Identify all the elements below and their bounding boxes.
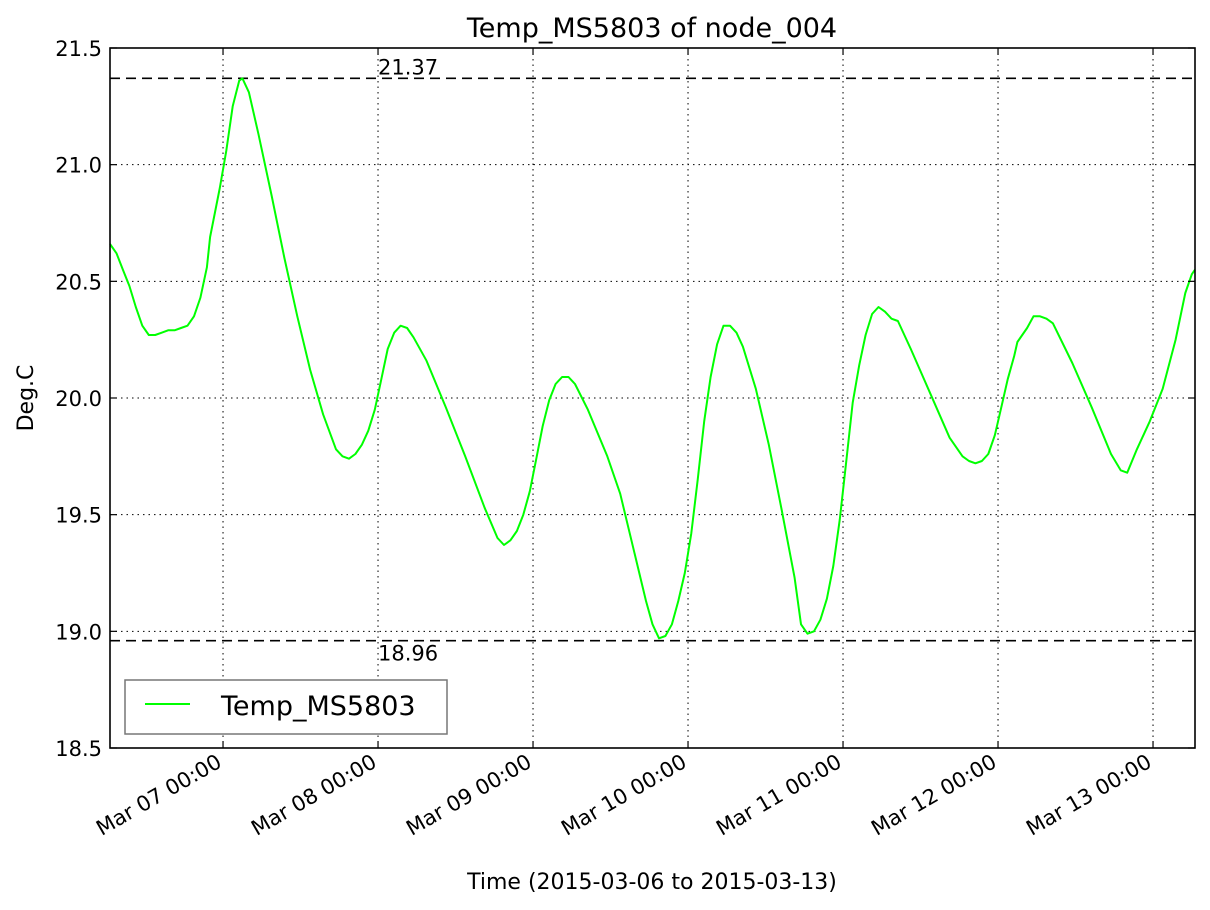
y-tick-label: 21.0 [55, 154, 102, 178]
x-axis-label: Time (2015-03-06 to 2015-03-13) [466, 870, 837, 895]
series-layer [109, 77, 1196, 640]
reference-line-label: 21.37 [378, 55, 438, 79]
chart-title: Temp_MS5803 of node_004 [466, 13, 837, 44]
y-tick-labels: 18.5 19.0 19.5 20.0 20.5 21.0 21.5 [55, 37, 102, 761]
reference-line-label: 18.96 [378, 642, 438, 666]
y-tick-label: 21.5 [55, 37, 102, 61]
ticks [110, 47, 1195, 749]
legend: Temp_MS5803 [124, 679, 448, 735]
y-tick-label: 19.0 [55, 620, 102, 644]
reference-lines: 21.37 18.96 [110, 55, 1195, 666]
y-tick-label: 20.5 [55, 270, 102, 294]
y-axis-label: Deg.C [14, 365, 39, 432]
legend-box [124, 679, 448, 735]
y-tick-label: 18.5 [55, 737, 102, 761]
series-line [109, 77, 1196, 640]
y-tick-label: 20.0 [55, 387, 102, 411]
y-tick-label: 19.5 [55, 504, 102, 528]
legend-label: Temp_MS5803 [220, 691, 416, 722]
